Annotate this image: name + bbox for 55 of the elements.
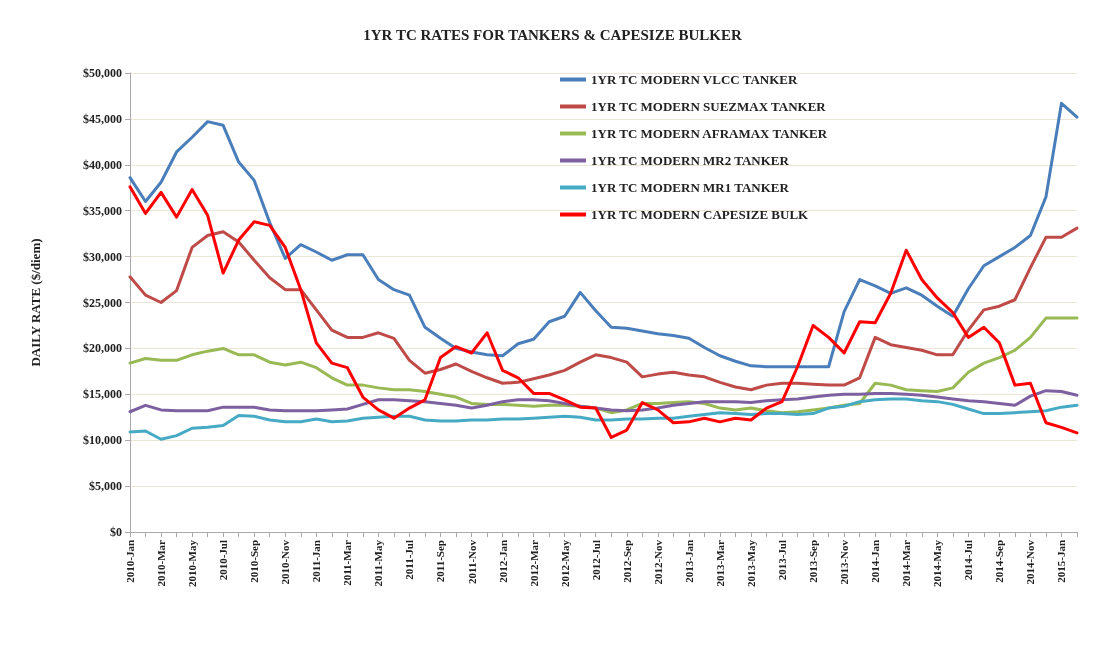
x-tick-label: 2014-Sep xyxy=(993,540,1006,583)
line-series xyxy=(128,389,1079,414)
x-tick-label: 2010-Jul xyxy=(217,540,230,581)
x-tick-label: 2011-Jul xyxy=(403,540,416,580)
x-tick-label: 2014-Jan xyxy=(869,540,882,583)
y-tick-label: $35,000 xyxy=(83,203,122,218)
y-tick-label: $10,000 xyxy=(83,433,122,448)
x-tick-label: 2012-Sep xyxy=(620,540,633,583)
x-tick-label: 2012-May xyxy=(558,539,571,588)
line-series xyxy=(128,101,1079,369)
legend-label: 1YR TC MODERN CAPESIZE BULK xyxy=(591,207,810,222)
x-tick-label: 2012-Mar xyxy=(527,539,540,587)
legend-label: 1YR TC MODERN MR2 TANKER xyxy=(591,153,790,168)
x-tick-label: 2014-Mar xyxy=(900,539,913,587)
x-tick-label: 2011-Jan xyxy=(310,540,323,583)
y-tick-label: $50,000 xyxy=(83,66,122,80)
y-tick-label: $25,000 xyxy=(83,295,122,310)
line-series xyxy=(128,226,1079,392)
x-tick-label: 2014-May xyxy=(931,539,944,588)
x-tick-label: 2014-Nov xyxy=(1024,539,1037,585)
line-series xyxy=(128,397,1079,441)
x-tick-label: 2010-Nov xyxy=(279,539,292,585)
x-tick-label: 2013-Nov xyxy=(838,539,851,585)
legend-label: 1YR TC MODERN SUEZMAX TANKER xyxy=(591,99,827,114)
y-tick-label: $15,000 xyxy=(83,387,122,402)
legend-label: 1YR TC MODERN MR1 TANKER xyxy=(591,180,790,195)
x-tick-label: 2012-Nov xyxy=(651,539,664,585)
y-tick-label: $0 xyxy=(110,525,122,539)
x-tick-label: 2012-Jan xyxy=(496,540,509,583)
x-tick-label: 2012-Jul xyxy=(589,540,602,581)
x-tick-label: 2011-May xyxy=(372,539,385,587)
x-tick-label: 2015-Jan xyxy=(1055,540,1068,583)
y-tick-label: $30,000 xyxy=(83,249,122,264)
x-tick-label: 2013-Jul xyxy=(776,540,789,581)
x-tick-label: 2010-Jan xyxy=(124,540,136,583)
chart-title: 1YR TC RATES FOR TANKERS & CAPESIZE BULKER xyxy=(363,26,742,43)
y-tick-label: $40,000 xyxy=(83,157,122,172)
y-axis-title: DAILY RATE ($/diem) xyxy=(28,238,43,367)
x-tick-label: 2011-Nov xyxy=(465,539,478,584)
x-tick-label: 2013-May xyxy=(744,539,757,588)
legend-label: 1YR TC MODERN AFRAMAX TANKER xyxy=(591,126,828,141)
legend-label: 1YR TC MODERN VLCC TANKER xyxy=(591,72,798,87)
y-tick-label: $45,000 xyxy=(83,111,122,126)
y-tick-label: $20,000 xyxy=(83,341,122,356)
x-tick-label: 2013-Sep xyxy=(807,540,820,583)
x-tick-label: 2013-Mar xyxy=(713,539,726,587)
x-tick-label: 2010-Sep xyxy=(248,540,261,583)
y-tick-label: $5,000 xyxy=(89,479,122,494)
x-tick-label: 2010-Mar xyxy=(155,539,168,587)
line-series xyxy=(128,185,1079,439)
x-tick-label: 2013-Jan xyxy=(682,540,695,583)
x-tick-label: 2014-Jul xyxy=(962,540,975,581)
x-tick-label: 2011-Mar xyxy=(341,539,354,586)
x-tick-label: 2011-Sep xyxy=(434,540,447,583)
x-tick-label: 2010-May xyxy=(186,539,199,588)
